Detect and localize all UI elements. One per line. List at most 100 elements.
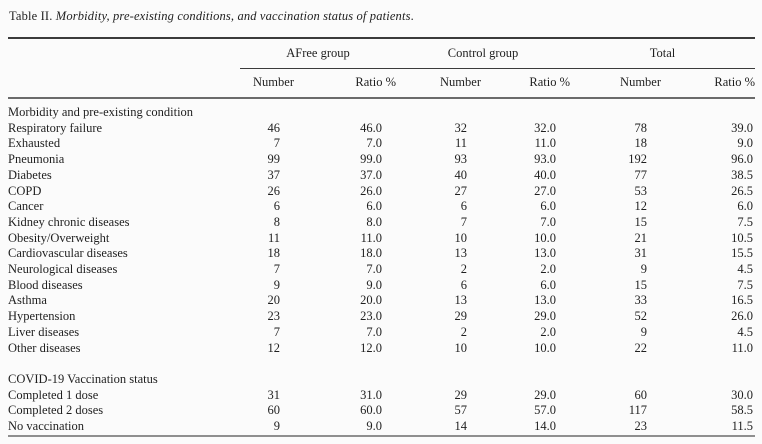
cell-value: 13 [454, 293, 468, 308]
cell-value: 99 [267, 152, 281, 167]
table-row: Pneumonia 99 99.0 93 93.0 192 96.0 [8, 152, 755, 168]
cell-value: 13 [454, 246, 468, 261]
column-header-control-number: Number [396, 68, 481, 99]
cell-value: 29.0 [534, 309, 557, 324]
cell-value: 23 [267, 309, 281, 324]
cell-value: 2 [460, 324, 467, 339]
table-row: COPD 26 26.0 27 27.0 53 26.5 [8, 184, 755, 200]
column-header-afree-ratio: Ratio % [294, 68, 396, 99]
cell-value: 20.0 [360, 293, 382, 308]
table-row: Other diseases 12 12.0 10 10.0 22 11.0 [8, 341, 755, 357]
cell-value: 22 [634, 340, 648, 355]
cell-value: 11.5 [661, 419, 756, 437]
cell-value: 9.0 [294, 419, 396, 437]
cell-value: 6.0 [366, 199, 382, 214]
section-gap-row [8, 356, 755, 372]
column-group-total: Total [570, 38, 756, 69]
cell-value: 11.0 [731, 340, 754, 355]
group-header-row: AFree group Control group Total [8, 38, 756, 69]
cell-value: 29 [454, 387, 468, 402]
cell-value: 13.0 [534, 246, 557, 261]
cell-value: 93.0 [534, 152, 557, 167]
cell-value: 27 [454, 183, 468, 198]
cell-value: 2 [460, 262, 467, 277]
cell-value: 93 [454, 152, 468, 167]
cell-value: 7 [273, 136, 280, 151]
cell-value: 6 [460, 277, 467, 292]
row-label: Liver diseases [8, 324, 80, 339]
cell-value: 7.5 [737, 214, 754, 229]
cell-value: 27.0 [534, 183, 557, 198]
cell-value: 10.0 [534, 230, 557, 245]
row-label: Respiratory failure [8, 120, 103, 135]
cell-value: 37.0 [360, 167, 382, 182]
section-header-row: COVID-19 Vaccination status [8, 372, 755, 388]
cell-value: 10 [454, 340, 468, 355]
section-header: Morbidity and pre-existing condition [8, 105, 194, 119]
sub-header-row: Number Ratio % Number Ratio % Number Rat… [8, 68, 756, 99]
cell-value: 29 [454, 309, 468, 324]
row-label: Diabetes [8, 167, 52, 182]
cell-value: 77 [634, 167, 648, 182]
row-label: Cancer [8, 199, 44, 214]
cell-value: 15 [634, 277, 648, 292]
cell-value: 7 [273, 324, 280, 339]
cell-value: 20 [267, 293, 281, 308]
cell-value: 12 [634, 199, 648, 214]
column-header-total-ratio: Ratio % [661, 68, 756, 99]
cell-value: 60 [634, 387, 648, 402]
cell-value: 7.5 [737, 277, 754, 292]
table-row: Obesity/Overweight 11 11.0 10 10.0 21 10.5 [8, 231, 755, 247]
cell-value: 13.0 [534, 293, 557, 308]
cell-value: 117 [628, 403, 648, 418]
column-header-afree-number: Number [240, 68, 294, 99]
cell-value: 26.5 [731, 183, 754, 198]
row-label: COPD [8, 183, 42, 198]
table-row: Liver diseases 7 7.0 2 2.0 9 4.5 [8, 325, 755, 341]
cell-value: 46.0 [360, 120, 382, 135]
cell-value: 15 [634, 214, 648, 229]
cell-value: 12.0 [360, 340, 382, 355]
cell-value: 31 [634, 246, 648, 261]
row-label: Neurological diseases [8, 262, 118, 277]
cell-value: 10.5 [731, 230, 754, 245]
cell-value: 4.5 [737, 262, 754, 277]
column-group-afree: AFree group [240, 38, 396, 69]
cell-value: 52 [634, 309, 648, 324]
cell-value: 23 [570, 419, 662, 437]
column-header-control-ratio: Ratio % [481, 68, 571, 99]
cell-value: 37 [267, 167, 281, 182]
cell-value: 60 [267, 403, 281, 418]
cell-value: 7.0 [540, 214, 557, 229]
table-caption-title: Morbidity, pre-existing conditions, and … [55, 9, 411, 23]
table-header: AFree group Control group Total Number R… [8, 38, 756, 99]
cell-value: 39.0 [731, 120, 754, 135]
table-row: Completed 2 doses 60 60.0 57 57.0 117 58.5 [8, 403, 755, 419]
empty-corner-cell [8, 38, 240, 69]
cell-value: 10.0 [534, 340, 557, 355]
cell-value: 7.0 [366, 136, 382, 151]
cell-value: 11 [454, 136, 467, 151]
table-row: Hypertension 23 23.0 29 29.0 52 26.0 [8, 309, 755, 325]
row-label: Obesity/Overweight [8, 230, 110, 245]
cell-value: 57.0 [534, 403, 557, 418]
table-row: No vaccination 9 9.0 14 14.0 23 11.5 [8, 419, 756, 437]
table-row: Exhausted 7 7.0 11 11.0 18 9.0 [8, 136, 755, 152]
cell-value: 32 [454, 120, 468, 135]
cell-value: 14 [396, 419, 481, 437]
table-row: Asthma 20 20.0 13 13.0 33 16.5 [8, 293, 755, 309]
cell-value: 6.0 [540, 199, 557, 214]
table-row: Respiratory failure 46 46.0 32 32.0 78 39.0 [8, 121, 755, 137]
table-row: Completed 1 dose 31 31.0 29 29.0 60 30.0 [8, 388, 755, 404]
row-label: Pneumonia [8, 152, 65, 167]
cell-value: 7.0 [366, 324, 382, 339]
cell-value: 53 [634, 183, 648, 198]
table-row: Blood diseases 9 9.0 6 6.0 15 7.5 [8, 278, 755, 294]
row-label: No vaccination [8, 419, 240, 437]
cell-value: 26.0 [731, 309, 754, 324]
table-row: Cardiovascular diseases 18 18.0 13 13.0 31 15.… [8, 246, 755, 262]
column-header-total-number: Number [570, 68, 662, 99]
cell-value: 6 [273, 199, 280, 214]
cell-value: 21 [634, 230, 648, 245]
cell-value: 9.0 [366, 277, 382, 292]
